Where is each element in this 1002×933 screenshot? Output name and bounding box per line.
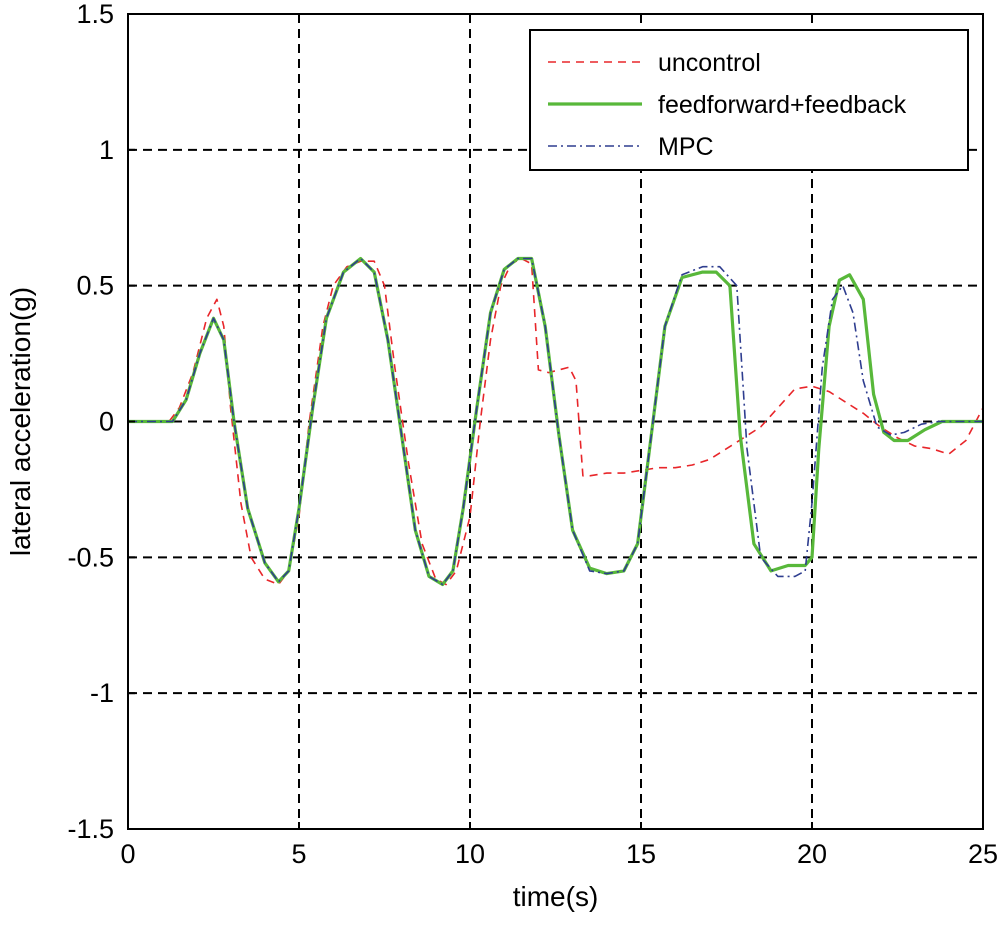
y-tick-label: -0.5 [67,542,114,572]
legend-label: MPC [658,133,714,161]
y-tick-label: 1 [99,135,114,165]
legend-label: feedforward+feedback [658,91,907,119]
y-tick-label: -1 [90,678,114,708]
x-tick-label: 25 [968,839,998,869]
x-tick-label: 15 [626,839,656,869]
x-tick-label: 10 [455,839,485,869]
y-tick-label: 0.5 [76,271,114,301]
legend: uncontrol feedforward+feedback MPC [529,29,969,171]
series-line-mpc [128,257,983,586]
series-lines [128,256,984,587]
x-axis-label: time(s) [513,881,599,912]
y-tick-label: 0 [99,407,114,437]
y-tick-label: -1.5 [67,814,114,844]
x-tick-label: 5 [291,839,306,869]
y-axis-label: lateral acceleration(g) [5,287,36,556]
legend-box [529,29,969,171]
legend-label: uncontrol [658,49,761,77]
y-axis-ticks: -1.5 -1 -0.5 0 0.5 1 1.5 [67,0,135,844]
y-tick-label: 1.5 [76,0,114,29]
x-axis-ticks: 0 5 10 15 20 25 [120,822,998,869]
x-tick-label: 0 [120,839,135,869]
x-tick-label: 20 [797,839,827,869]
